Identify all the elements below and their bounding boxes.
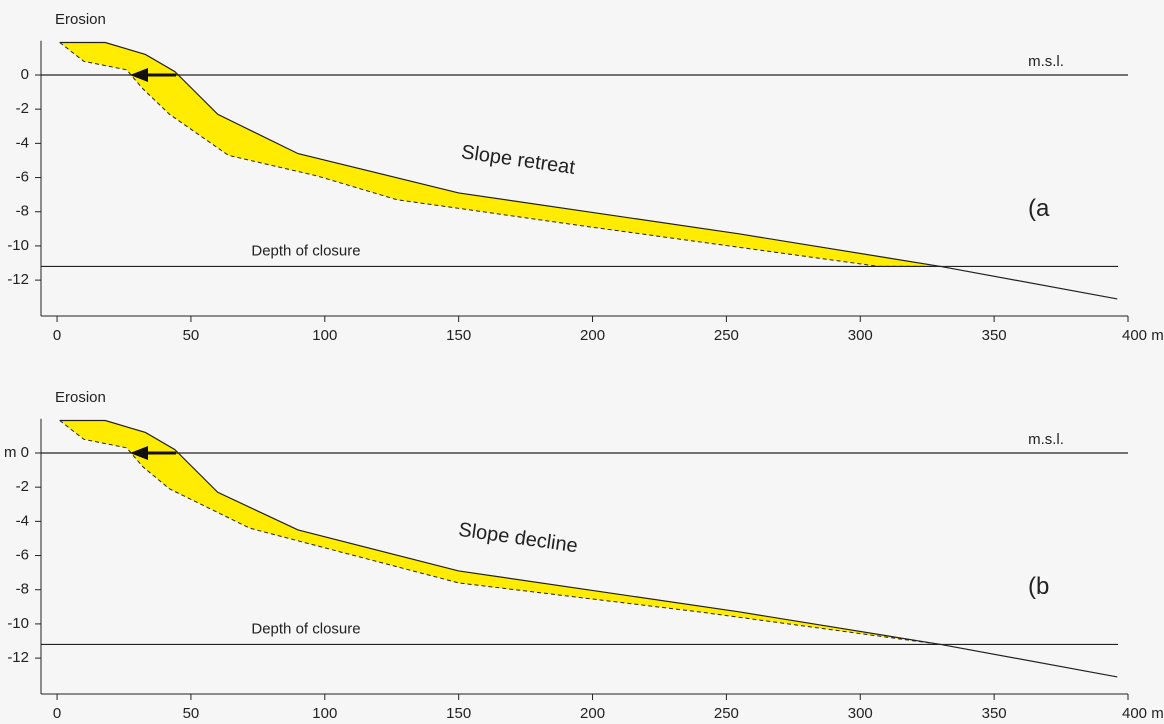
- x-tick-label: 50: [183, 327, 200, 344]
- annotation: Erosion: [55, 389, 106, 406]
- x-tick-label: 350: [982, 705, 1007, 722]
- y-tick-label: -6: [16, 547, 29, 564]
- y-tick-label: -6: [16, 169, 29, 186]
- y-tick-label: -4: [16, 512, 29, 529]
- panel-label: (a: [1028, 195, 1050, 222]
- initial-profile: [59, 420, 941, 645]
- x-tick-label: 400 m: [1122, 705, 1164, 722]
- x-tick-label: 100: [312, 705, 337, 722]
- y-tick-label: m 0: [4, 444, 29, 461]
- x-tick-label: 350: [982, 327, 1007, 344]
- reference-label: m.s.l.: [1028, 53, 1064, 70]
- erosion-area: [59, 42, 941, 267]
- erosion-area: [59, 420, 941, 645]
- x-tick-label: 300: [848, 327, 873, 344]
- x-tick-label: 250: [714, 327, 739, 344]
- reference-label: Depth of closure: [251, 242, 360, 259]
- x-tick-label: 200: [580, 705, 605, 722]
- eroded-profile: [59, 41, 1118, 300]
- x-tick-label: 0: [53, 705, 61, 722]
- y-tick-label: -4: [16, 134, 29, 151]
- y-tick-label: -2: [16, 478, 29, 495]
- y-tick-label: -8: [16, 581, 29, 598]
- reference-label: m.s.l.: [1028, 431, 1064, 448]
- x-tick-label: 0: [53, 327, 61, 344]
- y-tick-label: -12: [7, 271, 29, 288]
- reference-label: Depth of closure: [251, 620, 360, 637]
- x-tick-label: 150: [446, 327, 471, 344]
- x-tick-label: 400 m: [1122, 327, 1164, 344]
- arrow-head: [130, 445, 148, 460]
- x-tick-label: 250: [714, 705, 739, 722]
- y-tick-label: -10: [7, 237, 29, 254]
- x-tick-label: 200: [580, 327, 605, 344]
- arrow-head: [130, 67, 148, 82]
- x-tick-label: 100: [312, 327, 337, 344]
- panel-label: (b: [1028, 573, 1049, 600]
- y-tick-label: -8: [16, 203, 29, 220]
- annotation: Erosion: [55, 11, 106, 28]
- y-tick-label: 0: [21, 66, 29, 83]
- eroded-profile: [59, 419, 1118, 678]
- x-tick-label: 50: [183, 705, 200, 722]
- y-tick-label: -2: [16, 100, 29, 117]
- y-tick-label: -12: [7, 649, 29, 666]
- initial-profile: [59, 42, 941, 267]
- y-tick-label: -10: [7, 615, 29, 632]
- x-tick-label: 150: [446, 705, 471, 722]
- x-tick-label: 300: [848, 705, 873, 722]
